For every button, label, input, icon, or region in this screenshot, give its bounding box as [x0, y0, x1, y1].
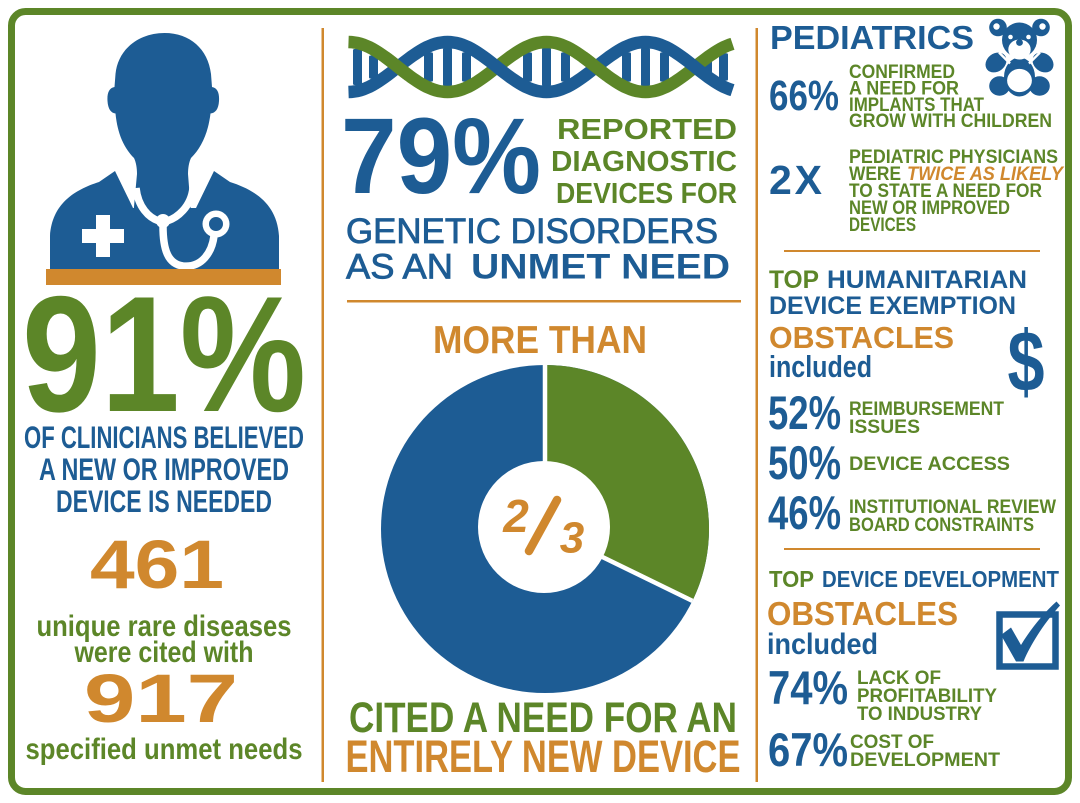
svg-text:specified unmet needs: specified unmet needs — [26, 733, 303, 766]
svg-text:917: 917 — [84, 660, 238, 737]
svg-text:were cited with: were cited with — [74, 636, 254, 669]
svg-text:CONFIRMED: CONFIRMED — [849, 61, 955, 83]
svg-text:DEVICE EXEMPTION: DEVICE EXEMPTION — [769, 292, 1016, 320]
svg-text:INSTITUTIONAL REVIEW: INSTITUTIONAL REVIEW — [849, 496, 1057, 518]
svg-text:NEW OR IMPROVED: NEW OR IMPROVED — [849, 197, 1010, 219]
svg-text:unique rare diseases: unique rare diseases — [37, 610, 292, 643]
svg-text:IMPLANTS THAT: IMPLANTS THAT — [849, 94, 984, 116]
svg-text:3: 3 — [560, 514, 584, 563]
svg-text:91%: 91% — [22, 262, 306, 446]
svg-text:66%: 66% — [769, 72, 839, 120]
svg-text:OF CLINICIANS BELIEVED: OF CLINICIANS BELIEVED — [24, 419, 304, 455]
svg-text:52%: 52% — [768, 386, 841, 439]
svg-text:DIAGNOSTIC: DIAGNOSTIC — [551, 146, 737, 178]
svg-text:LACK OF: LACK OF — [857, 667, 941, 689]
svg-text:included: included — [767, 628, 878, 661]
svg-text:DEVELOPMENT: DEVELOPMENT — [850, 749, 1000, 771]
svg-text:DEVICE IS NEEDED: DEVICE IS NEEDED — [56, 483, 272, 519]
svg-text:OBSTACLES: OBSTACLES — [767, 595, 958, 632]
svg-text:TOP: TOP — [769, 266, 819, 294]
svg-text:74%: 74% — [768, 661, 848, 714]
svg-text:A NEED FOR: A NEED FOR — [849, 77, 959, 99]
svg-text:REPORTED: REPORTED — [557, 114, 737, 146]
svg-text:A NEW OR IMPROVED: A NEW OR IMPROVED — [39, 451, 289, 487]
svg-text:PEDIATRIC PHYSICIANS: PEDIATRIC PHYSICIANS — [849, 146, 1058, 168]
svg-text:DEVICES: DEVICES — [849, 214, 916, 236]
svg-text:TO INDUSTRY: TO INDUSTRY — [857, 703, 982, 725]
svg-text:2: 2 — [502, 490, 529, 542]
svg-text:46%: 46% — [768, 486, 841, 539]
svg-text:TOP: TOP — [769, 566, 814, 592]
svg-text:BOARD CONSTRAINTS: BOARD CONSTRAINTS — [849, 514, 1034, 536]
svg-text:included: included — [769, 349, 872, 384]
svg-text:DEVICE ACCESS: DEVICE ACCESS — [849, 453, 1010, 475]
svg-text:GENETIC DISORDERS: GENETIC DISORDERS — [346, 212, 718, 251]
svg-text:PROFITABILITY: PROFITABILITY — [857, 685, 997, 707]
svg-text:WERE: WERE — [849, 163, 901, 185]
svg-text:2X: 2X — [769, 157, 822, 203]
svg-text:REIMBURSEMENT: REIMBURSEMENT — [849, 398, 1004, 420]
svg-text:461: 461 — [90, 526, 224, 603]
svg-text:DEVICES FOR: DEVICES FOR — [556, 178, 737, 210]
svg-text:AS AN: AS AN — [346, 248, 453, 287]
svg-text:TWICE AS LIKELY: TWICE AS LIKELY — [907, 163, 1065, 185]
svg-text:CITED A NEED FOR AN: CITED A NEED FOR AN — [349, 694, 737, 742]
svg-text:MORE THAN: MORE THAN — [433, 319, 647, 362]
svg-text:GROW WITH CHILDREN: GROW WITH CHILDREN — [849, 110, 1052, 132]
svg-text:67%: 67% — [768, 723, 848, 776]
svg-text:PEDIATRICS: PEDIATRICS — [770, 20, 974, 57]
svg-text:ENTIRELY NEW DEVICE: ENTIRELY NEW DEVICE — [346, 731, 741, 782]
svg-text:UNMET NEED: UNMET NEED — [471, 248, 730, 287]
svg-text:COST OF: COST OF — [850, 731, 934, 753]
svg-text:$: $ — [1008, 314, 1045, 410]
svg-text:TO STATE A NEED FOR: TO STATE A NEED FOR — [849, 180, 1042, 202]
svg-text:DEVICE DEVELOPMENT: DEVICE DEVELOPMENT — [822, 566, 1059, 592]
svg-text:50%: 50% — [768, 436, 841, 489]
svg-text:HUMANITARIAN: HUMANITARIAN — [827, 266, 1027, 294]
svg-text:ISSUES: ISSUES — [849, 416, 920, 438]
svg-text:79%: 79% — [341, 95, 541, 216]
svg-text:OBSTACLES: OBSTACLES — [769, 320, 954, 355]
